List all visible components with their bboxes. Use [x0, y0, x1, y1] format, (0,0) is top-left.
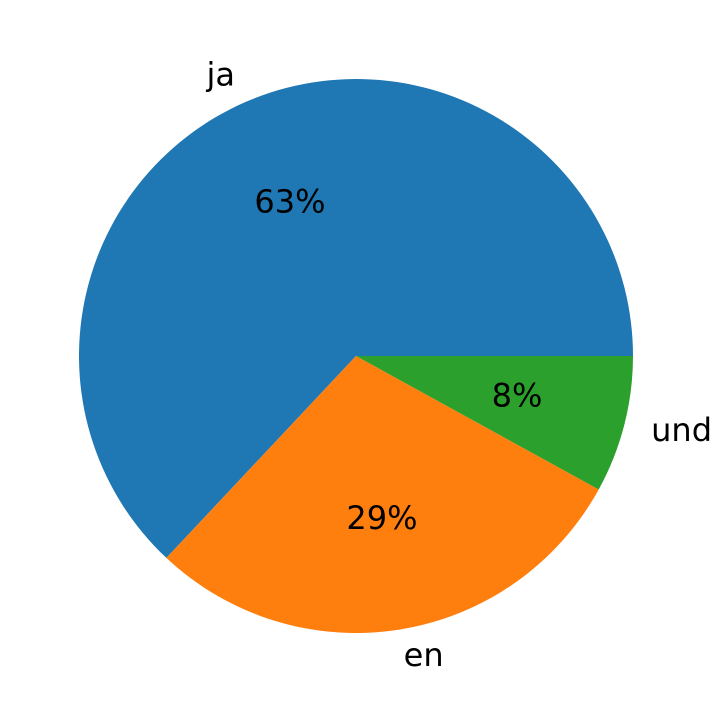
- percent-label: 63%: [254, 182, 325, 220]
- percent-label: 8%: [492, 376, 543, 414]
- percent-label: 29%: [346, 499, 417, 537]
- slice-label: ja: [205, 55, 235, 93]
- pie-slice: [79, 79, 633, 558]
- pie-slice: [166, 356, 599, 633]
- slice-label: en: [404, 636, 444, 674]
- slice-label: und: [651, 411, 712, 449]
- pie-slice: [356, 356, 633, 490]
